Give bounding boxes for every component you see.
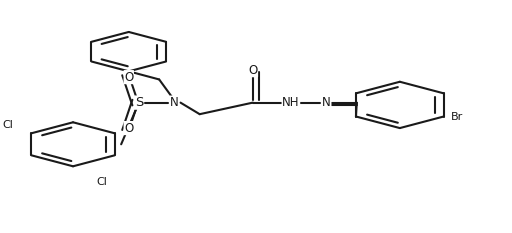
Text: O: O bbox=[248, 64, 258, 77]
Text: NH: NH bbox=[282, 96, 300, 109]
Text: N: N bbox=[170, 96, 179, 109]
Text: O: O bbox=[124, 122, 134, 135]
Text: Cl: Cl bbox=[3, 120, 13, 130]
Text: N: N bbox=[322, 96, 331, 109]
Text: O: O bbox=[124, 71, 134, 84]
Text: S: S bbox=[135, 96, 143, 109]
Text: Br: Br bbox=[451, 112, 463, 121]
Text: Cl: Cl bbox=[97, 177, 108, 187]
